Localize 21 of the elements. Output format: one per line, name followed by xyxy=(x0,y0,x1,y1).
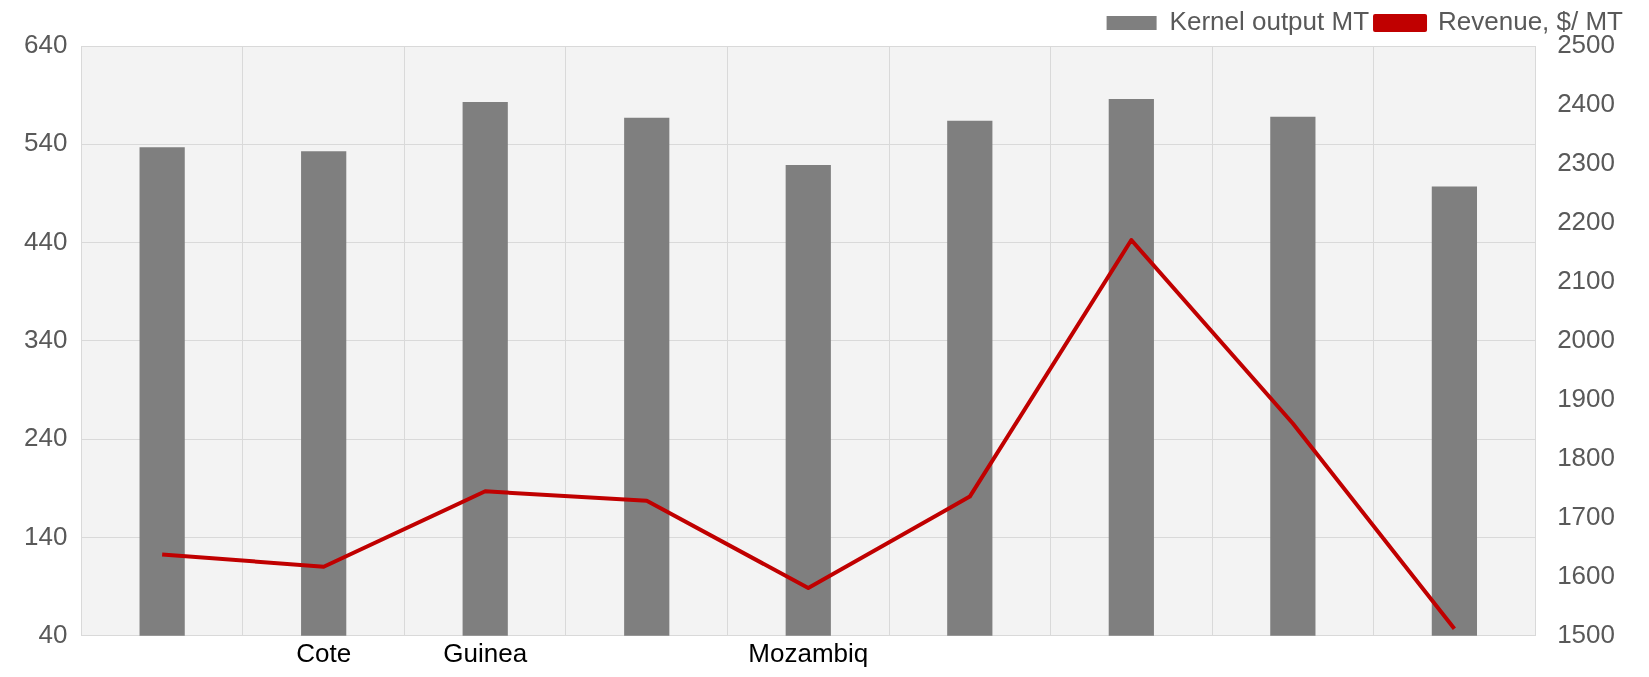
y2-tick-label: 1700 xyxy=(1557,501,1615,532)
y-tick-label: 240 xyxy=(23,422,68,453)
x-tick-label: Guinea xyxy=(443,637,528,668)
y2-tick-label: 2400 xyxy=(1557,88,1615,119)
y2-tick-label: 1500 xyxy=(1557,618,1615,649)
y2-tick-label: 1600 xyxy=(1557,559,1615,590)
y-tick-label: 540 xyxy=(23,127,68,158)
y2-tick-label: 2200 xyxy=(1557,206,1615,237)
y2-tick-label: 2100 xyxy=(1557,265,1615,296)
x-tick-label: Cote xyxy=(296,637,352,668)
y-tick-label: 440 xyxy=(23,225,68,256)
y-tick-label: 340 xyxy=(23,324,68,355)
y-tick-label: 140 xyxy=(23,520,68,551)
y2-tick-label: 1800 xyxy=(1557,442,1615,473)
y2-tick-label: 2000 xyxy=(1557,324,1615,355)
y2-tick-label: 2300 xyxy=(1557,147,1615,178)
y2-tick-label: 1900 xyxy=(1557,383,1615,414)
y-tick-label: 640 xyxy=(23,29,68,60)
y-tick-label: 40 xyxy=(38,618,68,649)
x-tick-label: Mozambiq xyxy=(748,637,869,668)
legend-label: Kernel output MT xyxy=(1169,6,1370,37)
